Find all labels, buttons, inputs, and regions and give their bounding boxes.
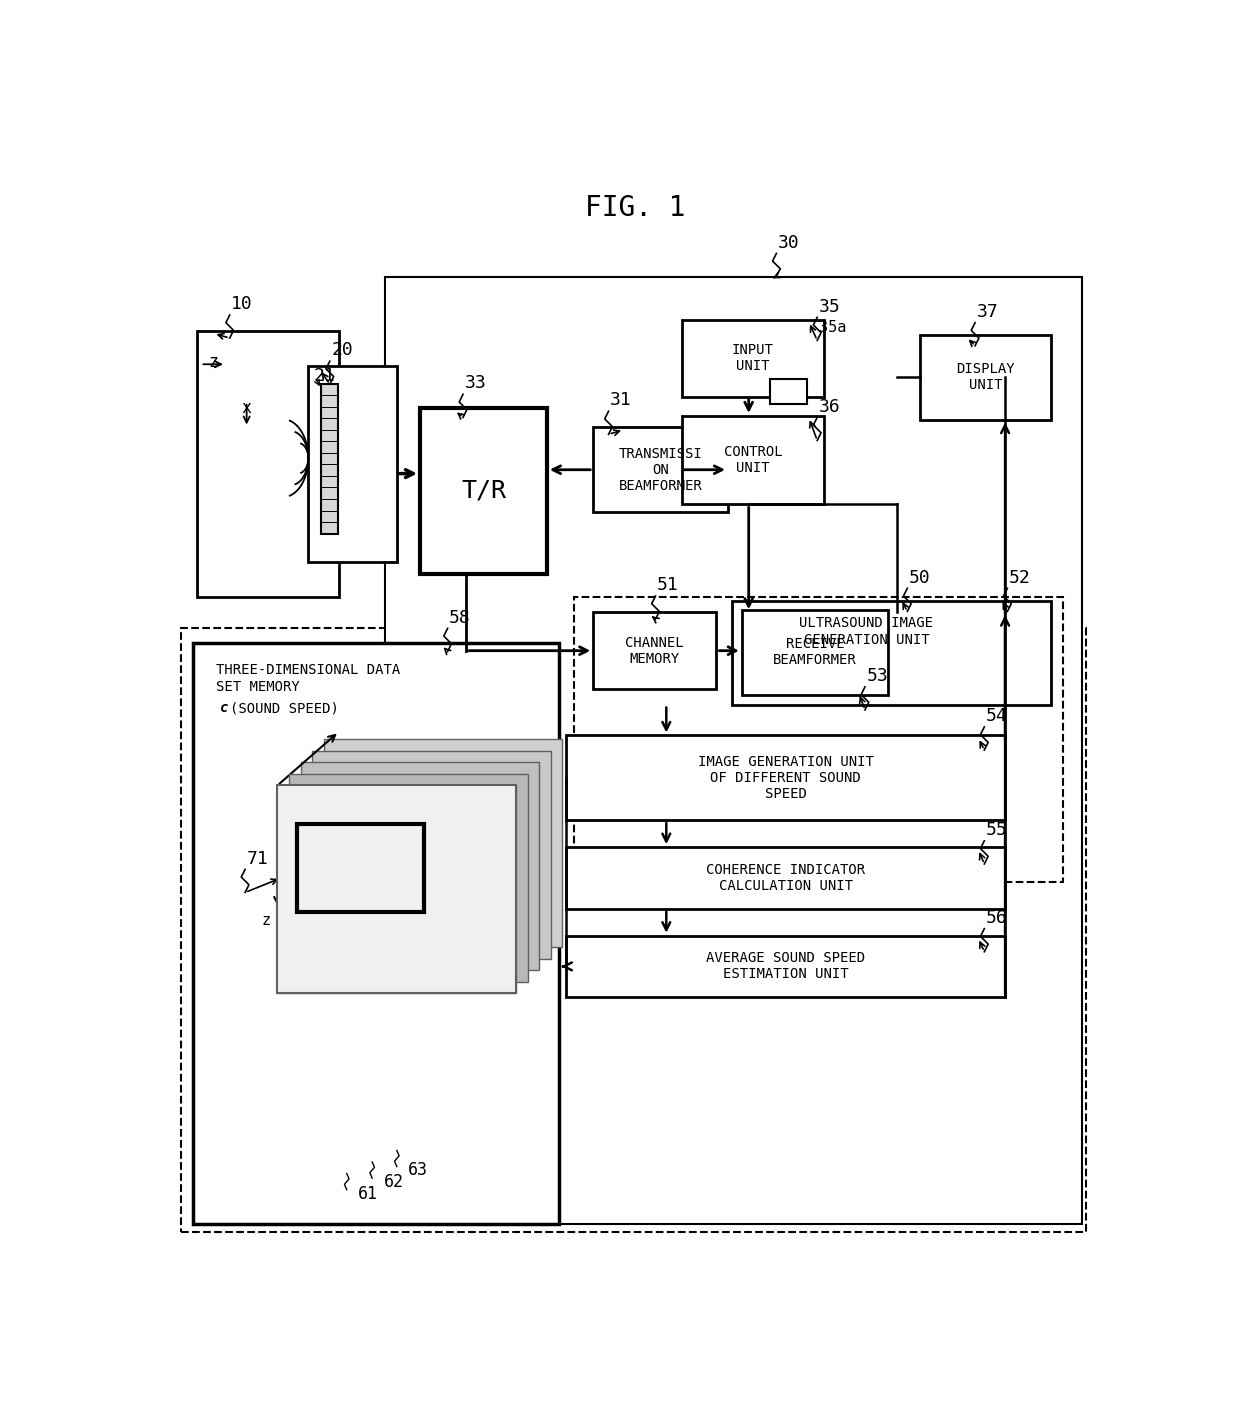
Bar xyxy=(742,610,888,695)
Text: z: z xyxy=(262,912,270,928)
Bar xyxy=(682,319,825,397)
Text: x: x xyxy=(242,400,252,417)
Text: z: z xyxy=(208,353,218,371)
Bar xyxy=(192,642,558,1224)
Text: FIG. 1: FIG. 1 xyxy=(585,193,686,222)
Text: 35: 35 xyxy=(818,298,841,315)
Text: 10: 10 xyxy=(231,295,253,313)
Text: THREE-DIMENSIONAL DATA: THREE-DIMENSIONAL DATA xyxy=(216,664,401,676)
Text: 61: 61 xyxy=(358,1185,378,1203)
Text: (SOUND SPEED): (SOUND SPEED) xyxy=(231,702,340,716)
Bar xyxy=(386,277,1083,1224)
Bar xyxy=(278,785,516,993)
Text: 51: 51 xyxy=(657,576,678,594)
Text: ULTRASOUND IMAGE
GENERATION UNIT: ULTRASOUND IMAGE GENERATION UNIT xyxy=(800,617,934,647)
Text: 36: 36 xyxy=(818,398,841,415)
Text: 31: 31 xyxy=(610,391,632,409)
Text: 52: 52 xyxy=(1009,569,1030,586)
Bar xyxy=(567,736,1006,820)
Text: AVERAGE SOUND SPEED
ESTIMATION UNIT: AVERAGE SOUND SPEED ESTIMATION UNIT xyxy=(706,952,866,981)
Text: 63: 63 xyxy=(408,1162,428,1179)
Text: 50: 50 xyxy=(909,569,930,586)
Text: c: c xyxy=(219,702,228,716)
Text: CHANNEL
MEMORY: CHANNEL MEMORY xyxy=(625,635,684,666)
Bar xyxy=(567,936,1006,997)
Bar xyxy=(296,825,424,912)
Text: 54: 54 xyxy=(986,707,1008,726)
Text: x: x xyxy=(384,778,393,794)
Text: CONTROL
UNIT: CONTROL UNIT xyxy=(724,445,782,476)
Text: 30: 30 xyxy=(777,233,800,251)
Text: TRANSMISSI
ON
BEAMFORMER: TRANSMISSI ON BEAMFORMER xyxy=(619,446,702,493)
Text: RECEIVE
BEAMFORMER: RECEIVE BEAMFORMER xyxy=(773,637,857,668)
Bar xyxy=(321,384,339,534)
Text: 55: 55 xyxy=(986,822,1008,839)
Bar xyxy=(770,378,807,404)
Bar xyxy=(567,847,1006,909)
Bar xyxy=(420,408,547,573)
Bar xyxy=(289,774,528,981)
Bar xyxy=(300,762,539,970)
Text: DISPLAY
UNIT: DISPLAY UNIT xyxy=(956,363,1016,393)
Text: 20: 20 xyxy=(331,342,353,360)
Bar xyxy=(593,613,717,689)
Bar xyxy=(181,627,1086,1233)
Text: 62: 62 xyxy=(383,1173,404,1190)
Text: 58: 58 xyxy=(449,609,471,627)
Text: 21: 21 xyxy=(314,367,335,385)
Text: INPUT
UNIT: INPUT UNIT xyxy=(732,343,774,373)
Bar xyxy=(197,332,339,597)
Text: 33: 33 xyxy=(465,374,486,393)
Text: COHERENCE INDICATOR
CALCULATION UNIT: COHERENCE INDICATOR CALCULATION UNIT xyxy=(706,863,866,892)
Bar xyxy=(593,428,728,513)
Bar xyxy=(682,417,825,504)
Text: IMAGE GENERATION UNIT
OF DIFFERENT SOUND
SPEED: IMAGE GENERATION UNIT OF DIFFERENT SOUND… xyxy=(698,754,874,801)
Text: 71: 71 xyxy=(247,850,268,867)
Text: SET MEMORY: SET MEMORY xyxy=(216,681,300,693)
Bar xyxy=(574,597,1063,881)
Bar xyxy=(324,740,563,947)
Text: 53: 53 xyxy=(867,666,888,685)
Text: 35a: 35a xyxy=(818,319,846,335)
Text: 37: 37 xyxy=(977,304,998,321)
Bar xyxy=(732,600,1052,705)
Text: 56: 56 xyxy=(986,909,1008,926)
Bar xyxy=(312,751,551,959)
Bar xyxy=(920,335,1052,419)
Bar xyxy=(278,785,516,993)
Bar xyxy=(309,366,397,562)
Text: T/R: T/R xyxy=(461,479,506,503)
